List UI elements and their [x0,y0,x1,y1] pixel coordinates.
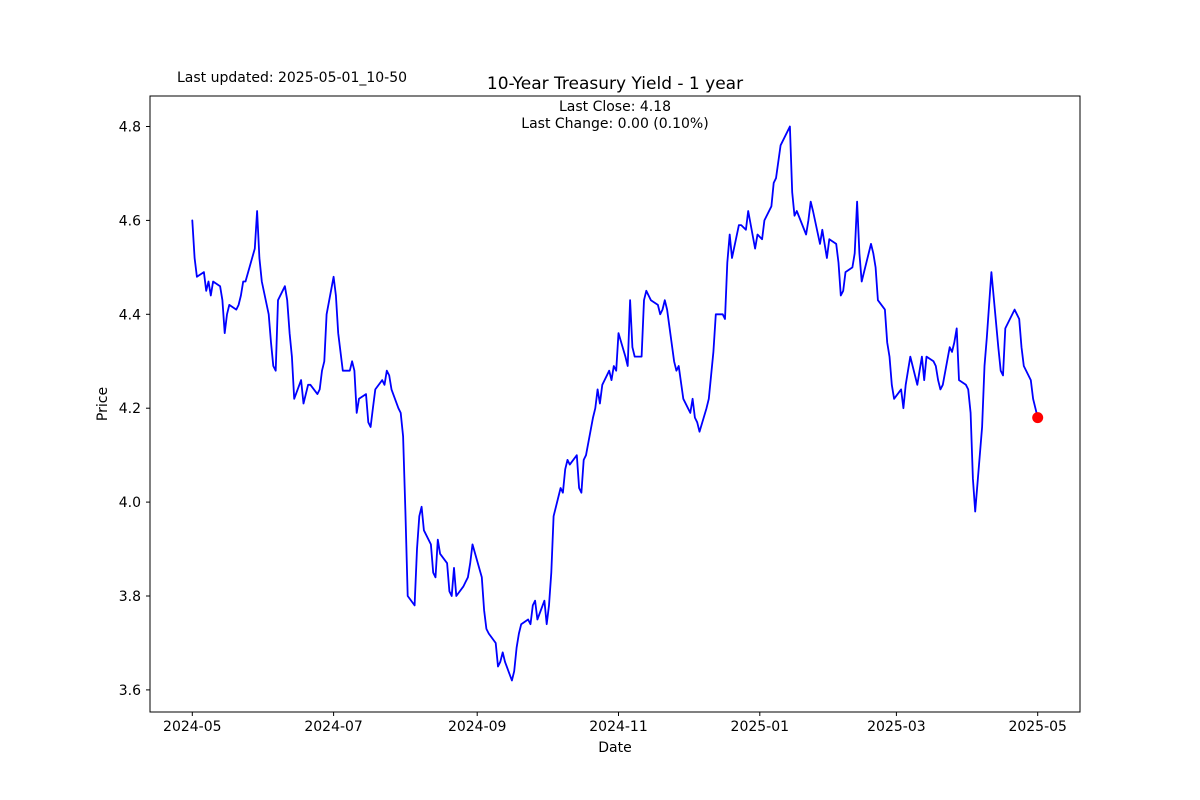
yield-line-series [191,125,1039,682]
x-axis-label: Date [598,740,631,756]
series-group [191,125,1044,682]
y-tick-label: 3.6 [119,683,141,699]
y-tick-label: 4.0 [119,495,141,511]
x-tick-label: 2024-09 [448,719,507,735]
x-tick-label: 2025-05 [1008,719,1067,735]
y-tick-label: 4.4 [119,307,141,323]
annotation-last-close: Last Close: 4.18 [559,99,671,115]
y-axis-label: Price [95,387,111,421]
chart-title: 10-Year Treasury Yield - 1 year [487,74,743,94]
y-tick-label: 4.6 [119,213,141,229]
annotation-last-change: Last Change: 0.00 (0.10%) [521,116,708,132]
last-updated-text: Last updated: 2025-05-01_10-50 [177,70,407,86]
x-tick-label: 2024-11 [589,719,648,735]
y-tick-label: 4.2 [119,401,141,417]
last-point-marker [1032,412,1044,424]
x-tick-label: 2025-01 [731,719,790,735]
y-tick-label: 3.8 [119,589,141,605]
axes-ticks-group: 3.6 3.8 4.0 4.2 4.4 4.6 4.8 2024-05 2024-07 2024-… [119,120,1067,736]
x-tick-label: 2024-07 [304,719,363,735]
x-tick-label: 2025-03 [867,719,926,735]
y-tick-label: 4.8 [119,120,141,136]
plot-frame [149,95,1081,713]
x-tick-label: 2024-05 [163,719,222,735]
